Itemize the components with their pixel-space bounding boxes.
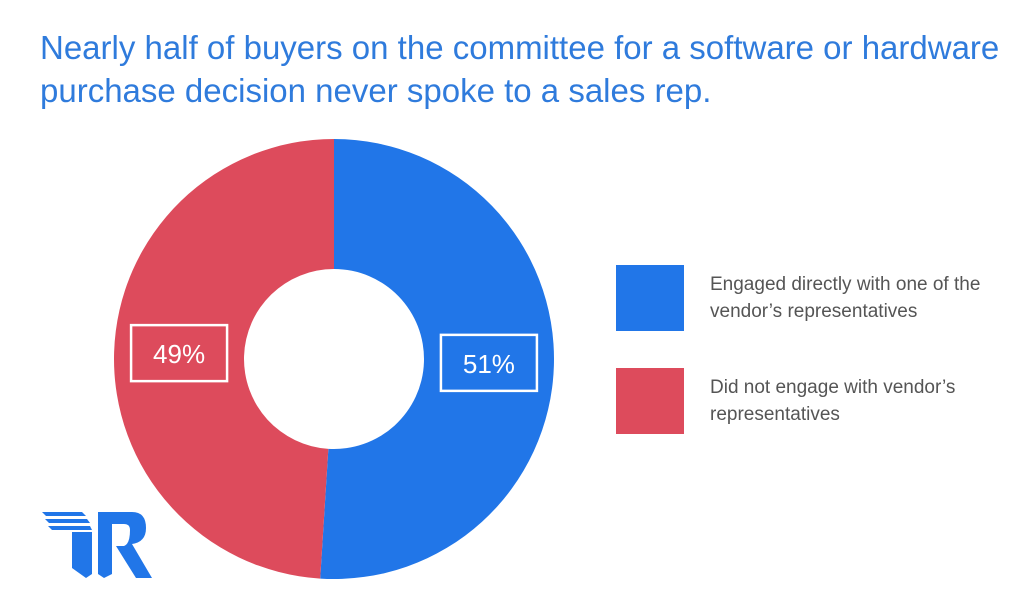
legend-item-not-engaged: Did not engage with vendor’s representat… bbox=[616, 368, 1010, 434]
legend-label: Engaged directly with one of the vendor’… bbox=[710, 274, 981, 322]
donut-slice bbox=[114, 139, 334, 579]
legend-label: Did not engage with vendor’s representat… bbox=[710, 377, 956, 425]
data-label: 49% bbox=[153, 339, 205, 369]
data-label-box bbox=[439, 333, 539, 393]
legend-item-engaged: Engaged directly with one of the vendor’… bbox=[616, 265, 1010, 331]
tr-logo bbox=[42, 512, 152, 578]
legend-swatch bbox=[616, 265, 684, 331]
data-label-box bbox=[129, 323, 229, 383]
donut-slice bbox=[320, 139, 555, 579]
chart-title: Nearly half of buyers on the committee f… bbox=[40, 29, 1000, 109]
data-label: 51% bbox=[463, 349, 515, 379]
legend-swatch bbox=[616, 368, 684, 434]
